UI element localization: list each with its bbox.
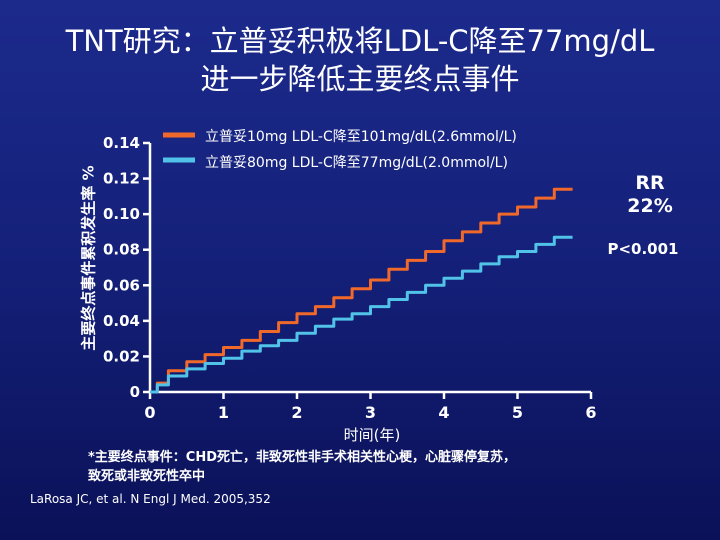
x-tick-label: 3 — [365, 403, 376, 422]
series-line-10mg — [150, 187, 573, 394]
reference-citation: LaRosa JC, et al. N Engl J Med. 2005,352 — [30, 492, 271, 506]
legend-label-80mg: 立普妥80mg LDL-C降至77mg/dL(2.0mmol/L) — [205, 155, 508, 171]
title-line-1: TNT研究：立普妥积极将LDL-C降至77mg/dL — [65, 24, 655, 58]
slide-title: TNT研究：立普妥积极将LDL-C降至77mg/dL 进一步降低主要终点事件 — [0, 22, 720, 98]
chart-series — [150, 132, 573, 394]
footnote: *主要终点事件：CHD死亡，非致死性非手术相关性心梗，心脏骤停复苏， 致死或非致… — [88, 450, 517, 484]
y-tick-label: 0.10 — [103, 205, 140, 223]
series-line-80mg — [150, 235, 573, 394]
y-tick-label: 0.14 — [103, 134, 140, 152]
y-tick-label: 0.12 — [103, 170, 140, 188]
x-tick-label: 6 — [585, 403, 596, 422]
x-tick-label: 2 — [291, 403, 302, 422]
y-axis-label: 主要终点事件累积发生率 % — [79, 165, 98, 351]
y-tick-label: 0.06 — [103, 276, 140, 294]
y-tick-label: 0.08 — [103, 241, 140, 259]
y-tick-label: 0.02 — [103, 347, 140, 365]
x-tick-label: 1 — [218, 403, 229, 422]
chart-axes: 0 0.02 0.04 0.06 0.08 0.10 0.12 0.14 0 1 2 3 4 5 6 — [103, 134, 597, 422]
rr-annotation: RR 22% — [627, 172, 673, 217]
p-value-annotation: P<0.001 — [607, 240, 679, 258]
title-line-2: 进一步降低主要终点事件 — [200, 62, 520, 96]
x-tick-label: 5 — [512, 403, 523, 422]
x-axis-label: 时间(年) — [343, 426, 401, 444]
x-tick-label: 0 — [144, 403, 155, 422]
legend-label-10mg: 立普妥10mg LDL-C降至101mg/dL(2.6mmol/L) — [205, 129, 517, 145]
x-tick-label: 4 — [438, 403, 449, 422]
y-tick-label: 0.04 — [103, 312, 140, 330]
y-tick-label: 0 — [130, 383, 140, 401]
